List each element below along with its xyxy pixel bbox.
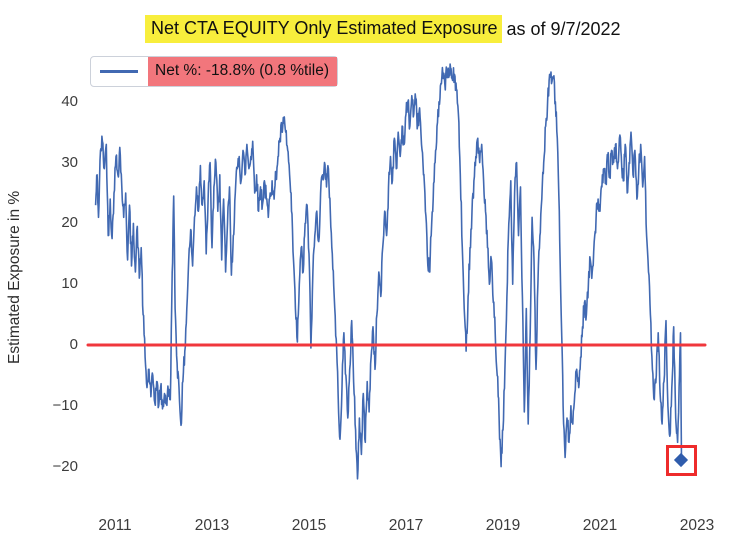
last-point-highlight-box (665, 444, 697, 476)
y-tick-label: 30 (61, 153, 78, 171)
y-tick-label: −20 (52, 457, 78, 475)
x-tick-label: 2011 (98, 517, 132, 534)
x-tick-label: 2019 (485, 517, 521, 534)
x-tick-label: 2021 (582, 517, 618, 534)
x-tick-label: 2013 (194, 517, 230, 534)
y-tick-label: 20 (61, 214, 78, 232)
y-tick-label: 40 (61, 92, 78, 110)
chart-title: Net CTA EQUITY Only Estimated Exposure a… (145, 15, 621, 43)
legend-line-swatch (100, 70, 138, 73)
x-tick-label: 2023 (679, 517, 715, 534)
y-tick-label: 0 (69, 336, 78, 353)
legend-label: Net %: -18.8% (0.8 %tile) (148, 57, 338, 86)
x-tick-label: 2017 (388, 517, 424, 534)
legend: Net %: -18.8% (0.8 %tile) (90, 56, 339, 87)
x-tick-label: 2015 (291, 517, 327, 534)
y-tick-label: −10 (52, 396, 78, 414)
chart-title-highlighted: Net CTA EQUITY Only Estimated Exposure (145, 15, 503, 43)
net-exposure-line (94, 63, 683, 480)
chart-title-date-suffix: as of 9/7/2022 (506, 18, 621, 39)
y-tick-label: 10 (61, 275, 78, 293)
